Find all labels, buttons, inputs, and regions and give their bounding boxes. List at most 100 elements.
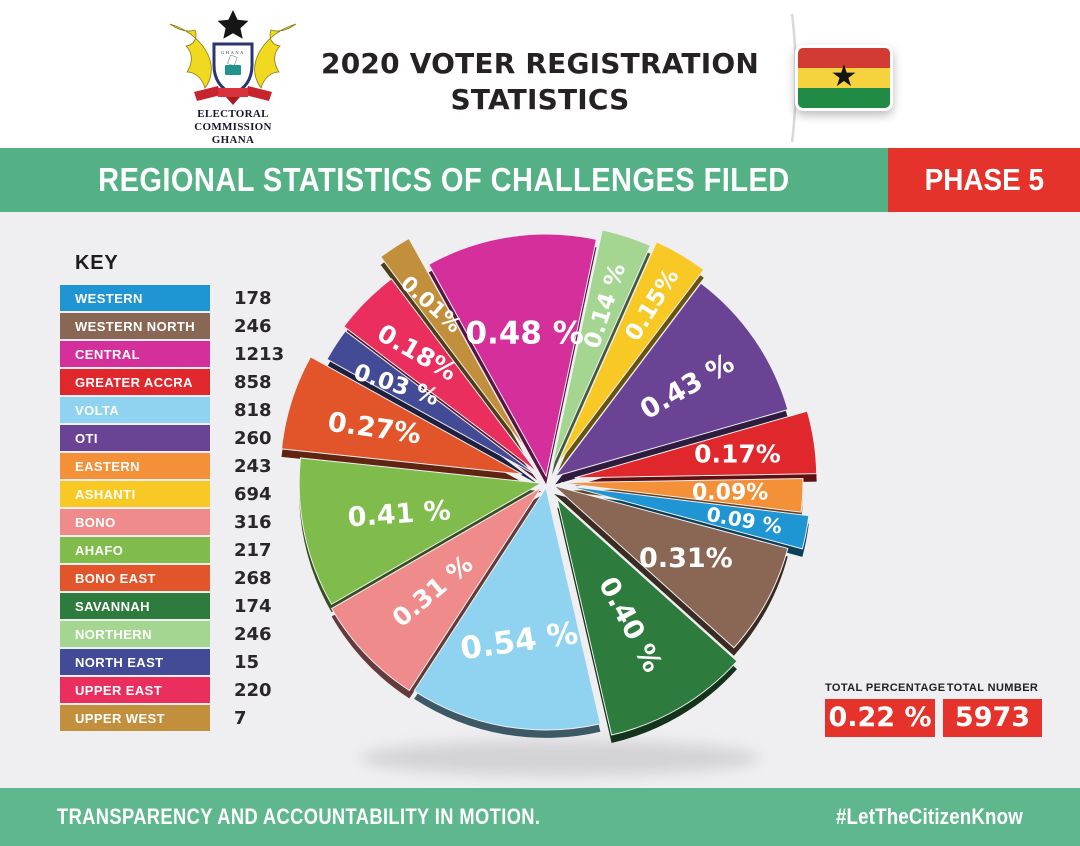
- legend-swatch: BONO EAST: [60, 565, 210, 591]
- total-percentage-label: TOTAL PERCENTAGE: [825, 682, 946, 694]
- pie-slice-upper-east: [343, 278, 538, 473]
- legend-count: 220: [234, 679, 272, 701]
- ec-coat-of-arms-icon: GHANA: [169, 10, 297, 105]
- legend-region-label: EASTERN: [75, 458, 140, 474]
- legend-rows: WESTERN 178 WESTERN NORTH 246 CENTRAL 12…: [60, 285, 284, 731]
- legend-row: SAVANNAH 174: [60, 593, 284, 619]
- legend-swatch: VOLTA: [60, 397, 210, 423]
- legend-region-label: UPPER WEST: [75, 710, 165, 726]
- pie-slice-percentage-label: 0.17%: [694, 439, 781, 468]
- total-number-label: TOTAL NUMBER: [946, 682, 1039, 694]
- legend-count: 694: [234, 483, 272, 505]
- pie-slice-percentage-label: 0.09%: [692, 480, 768, 505]
- page-title-line1: 2020 VOTER REGISTRATION: [321, 47, 759, 80]
- header: GHANA ELECTORAL COMMISSION GHANA 2020 VO…: [0, 0, 1080, 148]
- legend-swatch: AHAFO: [60, 537, 210, 563]
- legend-region-label: BONO EAST: [75, 570, 156, 586]
- pie-slices: [280, 229, 818, 736]
- pie-slice-percentage-label: 0.41 %: [347, 495, 452, 533]
- ghana-flag: ★: [780, 12, 910, 144]
- page-title-line2: STATISTICS: [450, 83, 630, 116]
- legend-count: 260: [234, 427, 272, 449]
- legend-swatch: UPPER WEST: [60, 705, 210, 731]
- pie-slice-greater-accra: [574, 410, 818, 479]
- pie-shadow: [360, 740, 760, 776]
- legend-swatch: SAVANNAH: [60, 593, 210, 619]
- ec-logo: GHANA ELECTORAL COMMISSION GHANA: [158, 8, 308, 147]
- total-number-block: TOTAL NUMBER 5973: [943, 682, 1042, 737]
- legend-region-label: WESTERN: [75, 290, 143, 306]
- main-content: KEY WESTERN 178 WESTERN NORTH 246 CENTRA…: [0, 212, 1080, 788]
- black-star-icon: ★: [830, 59, 858, 93]
- pie-slice-ashanti: [557, 241, 705, 464]
- legend-row: BONO EAST 268: [60, 565, 284, 591]
- legend-row: OTI 260: [60, 425, 284, 451]
- legend-row: NORTH EAST 15: [60, 649, 284, 675]
- legend-heading: KEY: [75, 252, 119, 274]
- legend-row: UPPER WEST 7: [60, 705, 284, 731]
- pie-slice-western: [568, 485, 810, 550]
- legend-region-label: WESTERN NORTH: [75, 318, 196, 334]
- legend-row: UPPER EAST 220: [60, 677, 284, 703]
- pie-slice-percentage-label: 0.31%: [639, 543, 733, 574]
- pie-slice-volta: [413, 486, 601, 731]
- legend-count: 858: [234, 371, 272, 393]
- legend-row: NORTHERN 246: [60, 621, 284, 647]
- pie-slice-central: [428, 233, 598, 478]
- legend-count: 174: [234, 595, 272, 617]
- page-title: 2020 VOTER REGISTRATION STATISTICS: [290, 46, 790, 118]
- legend-swatch: NORTHERN: [60, 621, 210, 647]
- legend-region-label: AHAFO: [75, 542, 124, 558]
- pie-slice-oti: [553, 282, 789, 478]
- legend-region-label: ASHANTI: [75, 486, 136, 502]
- total-percentage-value: 0.22 %: [825, 699, 935, 737]
- legend-count: 246: [234, 315, 272, 337]
- logo-caption-line2: GHANA: [211, 134, 255, 146]
- svg-text:GHANA: GHANA: [221, 50, 245, 55]
- flag-stripe-green: [798, 88, 890, 108]
- legend-swatch: WESTERN NORTH: [60, 313, 210, 339]
- section-title-text: REGIONAL STATISTICS OF CHALLENGES FILED: [98, 161, 790, 198]
- footer-hashtag: #LetTheCitizenKnow: [836, 804, 1023, 829]
- legend-region-label: BONO: [75, 514, 116, 530]
- legend-swatch: WESTERN: [60, 285, 210, 311]
- legend-count: 15: [234, 651, 260, 673]
- legend-swatch: UPPER EAST: [60, 677, 210, 703]
- section-banner: REGIONAL STATISTICS OF CHALLENGES FILED …: [0, 148, 1080, 212]
- legend-swatch: CENTRAL: [60, 341, 210, 367]
- legend-count: 246: [234, 623, 272, 645]
- legend-swatch: BONO: [60, 509, 210, 535]
- legend-row: VOLTA 818: [60, 397, 284, 423]
- legend-region-label: SAVANNAH: [75, 598, 150, 614]
- legend-region-label: UPPER EAST: [75, 682, 163, 698]
- pie-slice-eastern: [560, 478, 804, 513]
- eagle-icons: [169, 23, 297, 89]
- legend-row: AHAFO 217: [60, 537, 284, 563]
- legend-count: 7: [234, 707, 247, 729]
- total-percentage-block: TOTAL PERCENTAGE 0.22 %: [825, 682, 946, 737]
- legend-swatch: GREATER ACCRA: [60, 369, 210, 395]
- legend-region-label: CENTRAL: [75, 346, 140, 362]
- legend-row: GREATER ACCRA 858: [60, 369, 284, 395]
- section-title: REGIONAL STATISTICS OF CHALLENGES FILED: [0, 148, 888, 212]
- legend-region-label: NORTH EAST: [75, 654, 164, 670]
- total-number-value: 5973: [943, 699, 1042, 737]
- footer-slogan: TRANSPARENCY AND ACCOUNTABILITY IN MOTIO…: [57, 804, 541, 829]
- legend-row: EASTERN 243: [60, 453, 284, 479]
- legend-row: BONO 316: [60, 509, 284, 535]
- phase-badge-text: PHASE 5: [924, 162, 1044, 197]
- flag-stripe-gold: [798, 68, 890, 88]
- legend-count: 217: [234, 539, 272, 561]
- pie-slice-ahafo: [298, 457, 543, 605]
- ghana-flag-icon: ★: [795, 45, 893, 111]
- logo-caption-line1: ELECTORAL COMMISSION: [194, 108, 272, 133]
- legend-region-label: OTI: [75, 430, 98, 446]
- legend-swatch: EASTERN: [60, 453, 210, 479]
- legend-row: WESTERN 178: [60, 285, 284, 311]
- legend-count: 243: [234, 455, 272, 477]
- legend-swatch: OTI: [60, 425, 210, 451]
- legend-swatch: NORTH EAST: [60, 649, 210, 675]
- legend-row: CENTRAL 1213: [60, 341, 284, 367]
- pie-slice-northern: [551, 229, 652, 467]
